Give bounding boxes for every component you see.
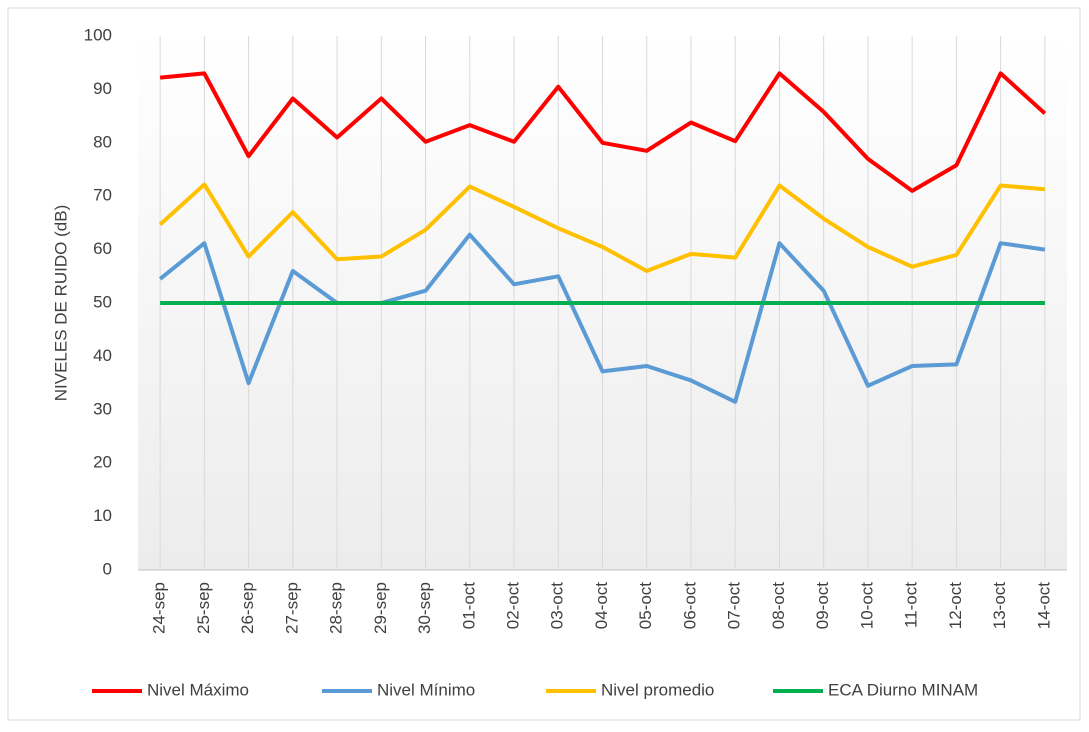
x-tick-label: 01-oct <box>459 582 478 630</box>
y-tick-label: 80 <box>93 132 112 151</box>
x-tick-label: 27-sep <box>282 582 301 634</box>
y-tick-label: 0 <box>103 559 112 578</box>
x-tick-label: 09-oct <box>813 582 832 630</box>
y-tick-label: 90 <box>93 79 112 98</box>
legend-label: ECA Diurno MINAM <box>828 680 978 699</box>
x-tick-label: 04-oct <box>592 582 611 630</box>
y-tick-label: 60 <box>93 239 112 258</box>
y-tick-label: 70 <box>93 186 112 205</box>
x-tick-label: 30-sep <box>415 582 434 634</box>
x-tick-label: 14-oct <box>1034 582 1053 630</box>
y-tick-label: 40 <box>93 346 112 365</box>
x-tick-label: 06-oct <box>680 582 699 630</box>
x-tick-label: 03-oct <box>548 582 567 630</box>
x-tick-label: 02-oct <box>504 582 523 630</box>
legend-label: Nivel Mínimo <box>377 680 475 699</box>
series-line <box>158 182 1046 273</box>
x-tick-label: 28-sep <box>327 582 346 634</box>
y-tick-label: 10 <box>93 506 112 525</box>
x-tick-label: 10-oct <box>857 582 876 630</box>
series-line <box>159 71 1047 193</box>
x-tick-label: 29-sep <box>371 582 390 634</box>
y-axis-title: NIVELES DE RUIDO (dB) <box>51 205 70 402</box>
x-tick-label: 26-sep <box>238 582 257 634</box>
y-tick-label: 20 <box>93 453 112 472</box>
x-tick-label: 05-oct <box>636 582 655 630</box>
y-tick-label: 30 <box>93 399 112 418</box>
legend-label: Nivel Máximo <box>147 680 249 699</box>
legend-label: Nivel promedio <box>601 680 714 699</box>
x-tick-label: 25-sep <box>194 582 213 634</box>
series-line <box>158 232 1046 404</box>
y-tick-label: 100 <box>84 25 112 44</box>
x-tick-label: 13-oct <box>990 582 1009 630</box>
x-tick-label: 12-oct <box>946 582 965 630</box>
x-tick-label: 07-oct <box>725 582 744 630</box>
y-tick-label: 50 <box>93 292 112 311</box>
x-tick-label: 24-sep <box>150 582 169 634</box>
x-tick-label: 08-oct <box>769 582 788 630</box>
x-tick-label: 11-oct <box>902 582 921 628</box>
